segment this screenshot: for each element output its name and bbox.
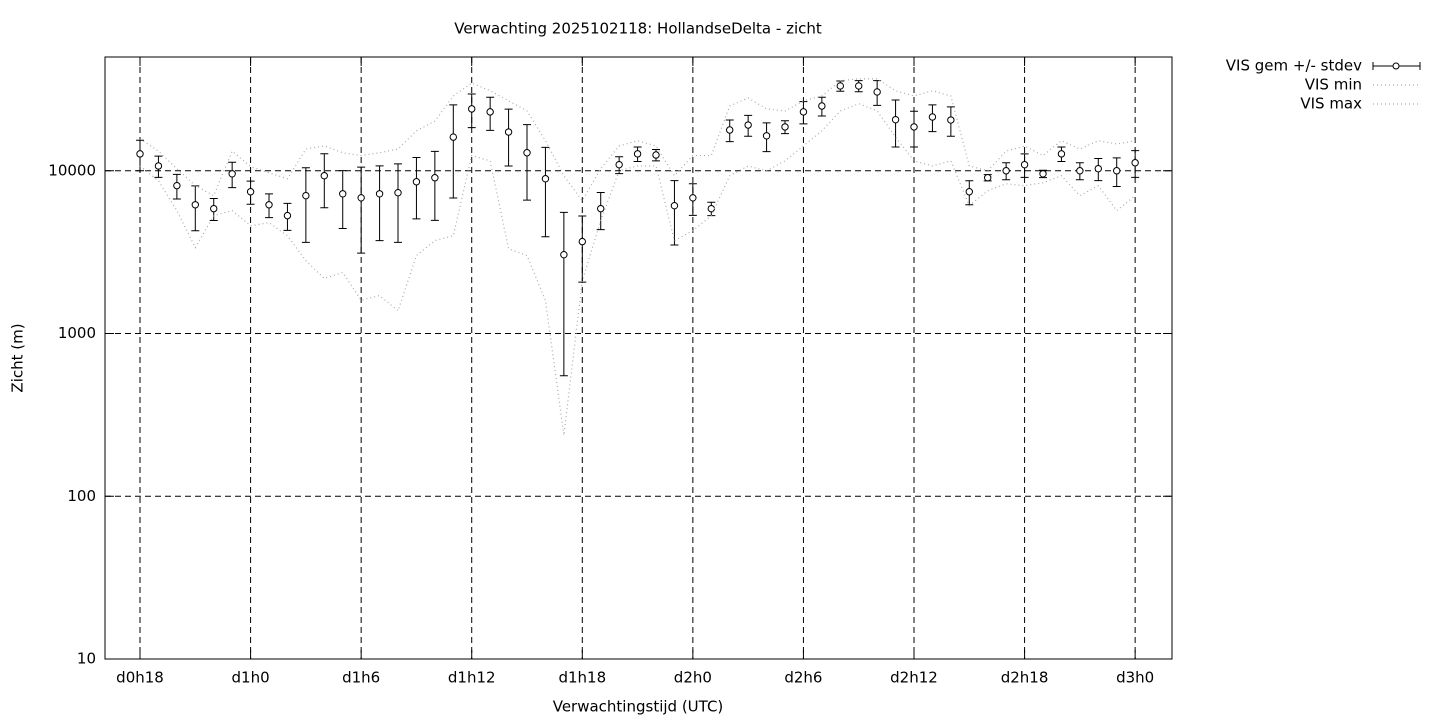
legend-symbol (1392, 62, 1400, 70)
point (173, 181, 181, 190)
point (633, 150, 642, 158)
error-bar (670, 180, 679, 246)
y-tick-label: 100 (67, 487, 96, 505)
point (412, 178, 421, 186)
point (910, 123, 918, 131)
error-bar (541, 146, 550, 238)
point (818, 102, 826, 110)
point (744, 121, 752, 129)
x-axis-label: Verwachtingstijd (UTC) (553, 698, 724, 716)
point (228, 170, 236, 178)
point (136, 150, 144, 158)
point (375, 190, 384, 198)
point (283, 211, 292, 220)
point (486, 108, 494, 116)
y-tick-label: 1000 (58, 324, 96, 342)
error-bar (375, 165, 384, 242)
point (468, 105, 476, 113)
error-bar (504, 108, 513, 167)
line (139, 78, 1136, 202)
error-bar (449, 104, 458, 199)
error-bar (578, 215, 587, 283)
x-tick-label: d1h0 (232, 669, 270, 687)
point (1094, 164, 1102, 173)
point (597, 204, 605, 213)
point (984, 174, 992, 182)
x-tick-label: d2h0 (674, 669, 712, 687)
point (320, 172, 328, 180)
point (873, 88, 881, 96)
legend-label: VIS gem +/- stdev (1226, 57, 1362, 75)
point (191, 201, 199, 209)
point (339, 190, 347, 198)
point (154, 162, 163, 170)
plot-frame (104, 56, 1173, 660)
point (523, 149, 531, 157)
point (265, 201, 273, 209)
point (449, 133, 457, 141)
x-tick-label: d2h12 (890, 669, 938, 687)
point (781, 123, 789, 131)
point (357, 194, 365, 202)
point (891, 115, 900, 124)
legend-label: VIS max (1300, 95, 1362, 113)
point (707, 204, 715, 213)
error-bar (320, 153, 329, 209)
point (1002, 167, 1010, 175)
y-tick-label: 10000 (48, 161, 96, 179)
point (394, 189, 402, 197)
point (578, 237, 586, 246)
error-bar (412, 157, 421, 220)
point (652, 151, 660, 159)
point (541, 175, 550, 183)
error-bar (891, 99, 900, 148)
point (210, 204, 218, 213)
point (1076, 167, 1084, 175)
point (246, 188, 255, 196)
x-tick-label: d2h6 (784, 669, 822, 687)
error-bar (430, 150, 439, 221)
point (1020, 160, 1029, 169)
error-bar (559, 211, 568, 377)
point (1039, 170, 1047, 178)
chart-title: Verwachting 2025102118: HollandseDelta -… (454, 20, 822, 38)
x-tick-label: d1h12 (448, 669, 496, 687)
point (1131, 159, 1139, 167)
point (726, 126, 734, 134)
point (560, 250, 568, 259)
point (504, 128, 513, 136)
point (615, 160, 623, 169)
x-tick-label: d2h18 (1001, 669, 1049, 687)
point (928, 113, 937, 121)
point (431, 174, 439, 182)
x-tick-label: d1h6 (342, 669, 380, 687)
y-axis-label: Zicht (m) (9, 323, 27, 392)
legend-label: VIS min (1305, 76, 1362, 94)
point (1057, 150, 1066, 158)
point (302, 191, 310, 200)
point (855, 82, 863, 90)
y-tick-label: 10 (77, 650, 96, 668)
error-bar (523, 124, 532, 201)
error-bar (394, 163, 403, 243)
point (670, 201, 679, 210)
point (947, 116, 955, 124)
error-bar (357, 166, 366, 254)
error-bar (338, 170, 347, 229)
error-bar (301, 167, 310, 243)
x-tick-label: d3h0 (1116, 669, 1154, 687)
point (689, 194, 697, 202)
point (965, 188, 973, 196)
point (836, 82, 844, 90)
line (139, 103, 1136, 436)
x-tick-label: d0h18 (116, 669, 164, 687)
point (762, 132, 771, 140)
x-tick-label: d1h18 (558, 669, 606, 687)
point (799, 108, 808, 116)
point (1113, 167, 1121, 175)
